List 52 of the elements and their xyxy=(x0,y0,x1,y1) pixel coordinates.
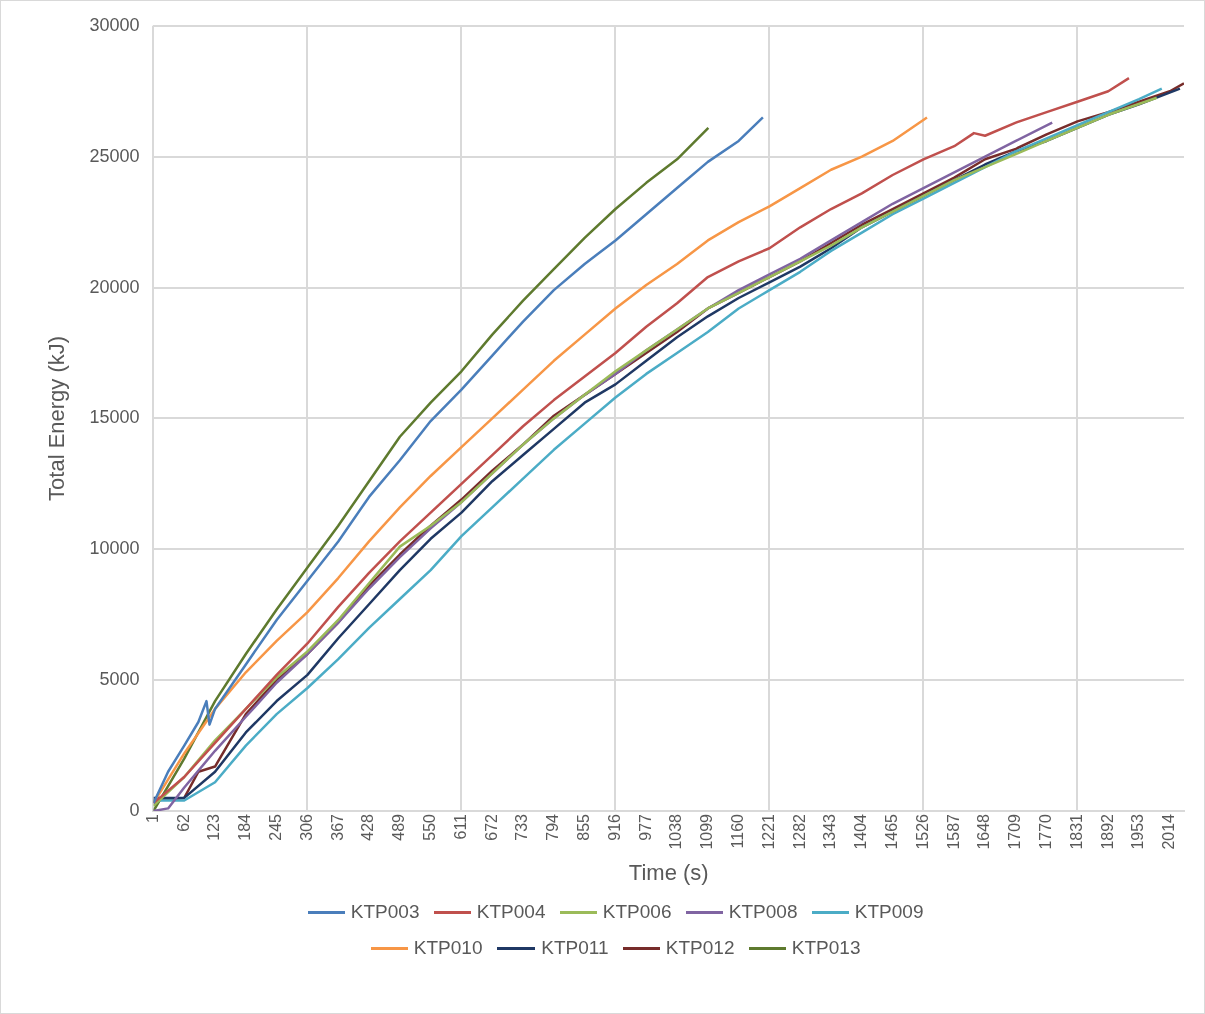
y-tick-label: 10000 xyxy=(89,538,140,559)
legend-label: KTP003 xyxy=(350,901,420,923)
legend-label: KTP009 xyxy=(854,901,924,923)
x-axis-title: Time (s) xyxy=(628,859,709,885)
x-tick-label: 611 xyxy=(451,813,469,840)
x-tick-label: 1160 xyxy=(729,813,747,849)
legend-label: KTP008 xyxy=(728,901,798,923)
x-tick-label: 1038 xyxy=(667,813,685,850)
x-tick-label: 62 xyxy=(174,813,192,832)
x-tick-label: 2014 xyxy=(1160,813,1178,850)
legend-label: KTP004 xyxy=(476,901,546,923)
x-tick-label: 184 xyxy=(236,813,254,841)
legend-label: KTP011 xyxy=(541,937,609,959)
x-tick-label: 428 xyxy=(359,813,377,841)
x-tick-label: 855 xyxy=(575,813,593,841)
x-tick-label: 1526 xyxy=(913,813,931,850)
x-tick-label: 1 xyxy=(143,813,161,823)
legend-label: KTP012 xyxy=(665,937,735,959)
x-tick-label: 367 xyxy=(328,813,346,841)
legend-label: KTP006 xyxy=(602,901,672,923)
x-tick-label: 550 xyxy=(421,813,439,841)
x-tick-label: 916 xyxy=(605,813,623,841)
x-tick-label: 1831 xyxy=(1067,813,1085,850)
x-tick-label: 1892 xyxy=(1098,813,1116,850)
y-axis-title: Total Energy (kJ) xyxy=(44,335,70,501)
x-tick-label: 1770 xyxy=(1037,813,1055,850)
y-tick-label: 30000 xyxy=(89,14,140,35)
x-tick-label: 977 xyxy=(636,813,654,841)
x-tick-label: 1282 xyxy=(790,813,808,850)
x-tick-label: 1709 xyxy=(1006,813,1024,850)
x-tick-label: 306 xyxy=(297,813,315,841)
x-tick-label: 733 xyxy=(513,813,531,841)
legend-label: KTP013 xyxy=(791,937,861,959)
x-tick-label: 794 xyxy=(544,813,562,841)
y-tick-label: 20000 xyxy=(89,276,140,297)
x-tick-label: 672 xyxy=(482,813,500,841)
legend-label: KTP010 xyxy=(413,937,483,959)
x-tick-label: 489 xyxy=(390,813,408,841)
y-tick-label: 15000 xyxy=(89,407,140,428)
x-tick-label: 1099 xyxy=(698,813,716,850)
y-tick-label: 25000 xyxy=(89,145,140,166)
x-tick-label: 1587 xyxy=(944,813,962,850)
y-tick-label: 5000 xyxy=(99,669,140,690)
y-tick-label: 0 xyxy=(129,799,140,820)
x-tick-label: 1648 xyxy=(975,813,993,850)
x-tick-label: 123 xyxy=(205,813,223,841)
x-tick-label: 1465 xyxy=(883,813,901,850)
x-tick-label: 1343 xyxy=(821,813,839,850)
x-tick-label: 245 xyxy=(267,813,285,841)
x-tick-label: 1221 xyxy=(759,813,777,850)
x-tick-label: 1404 xyxy=(852,813,870,850)
x-tick-label: 1953 xyxy=(1129,813,1147,850)
